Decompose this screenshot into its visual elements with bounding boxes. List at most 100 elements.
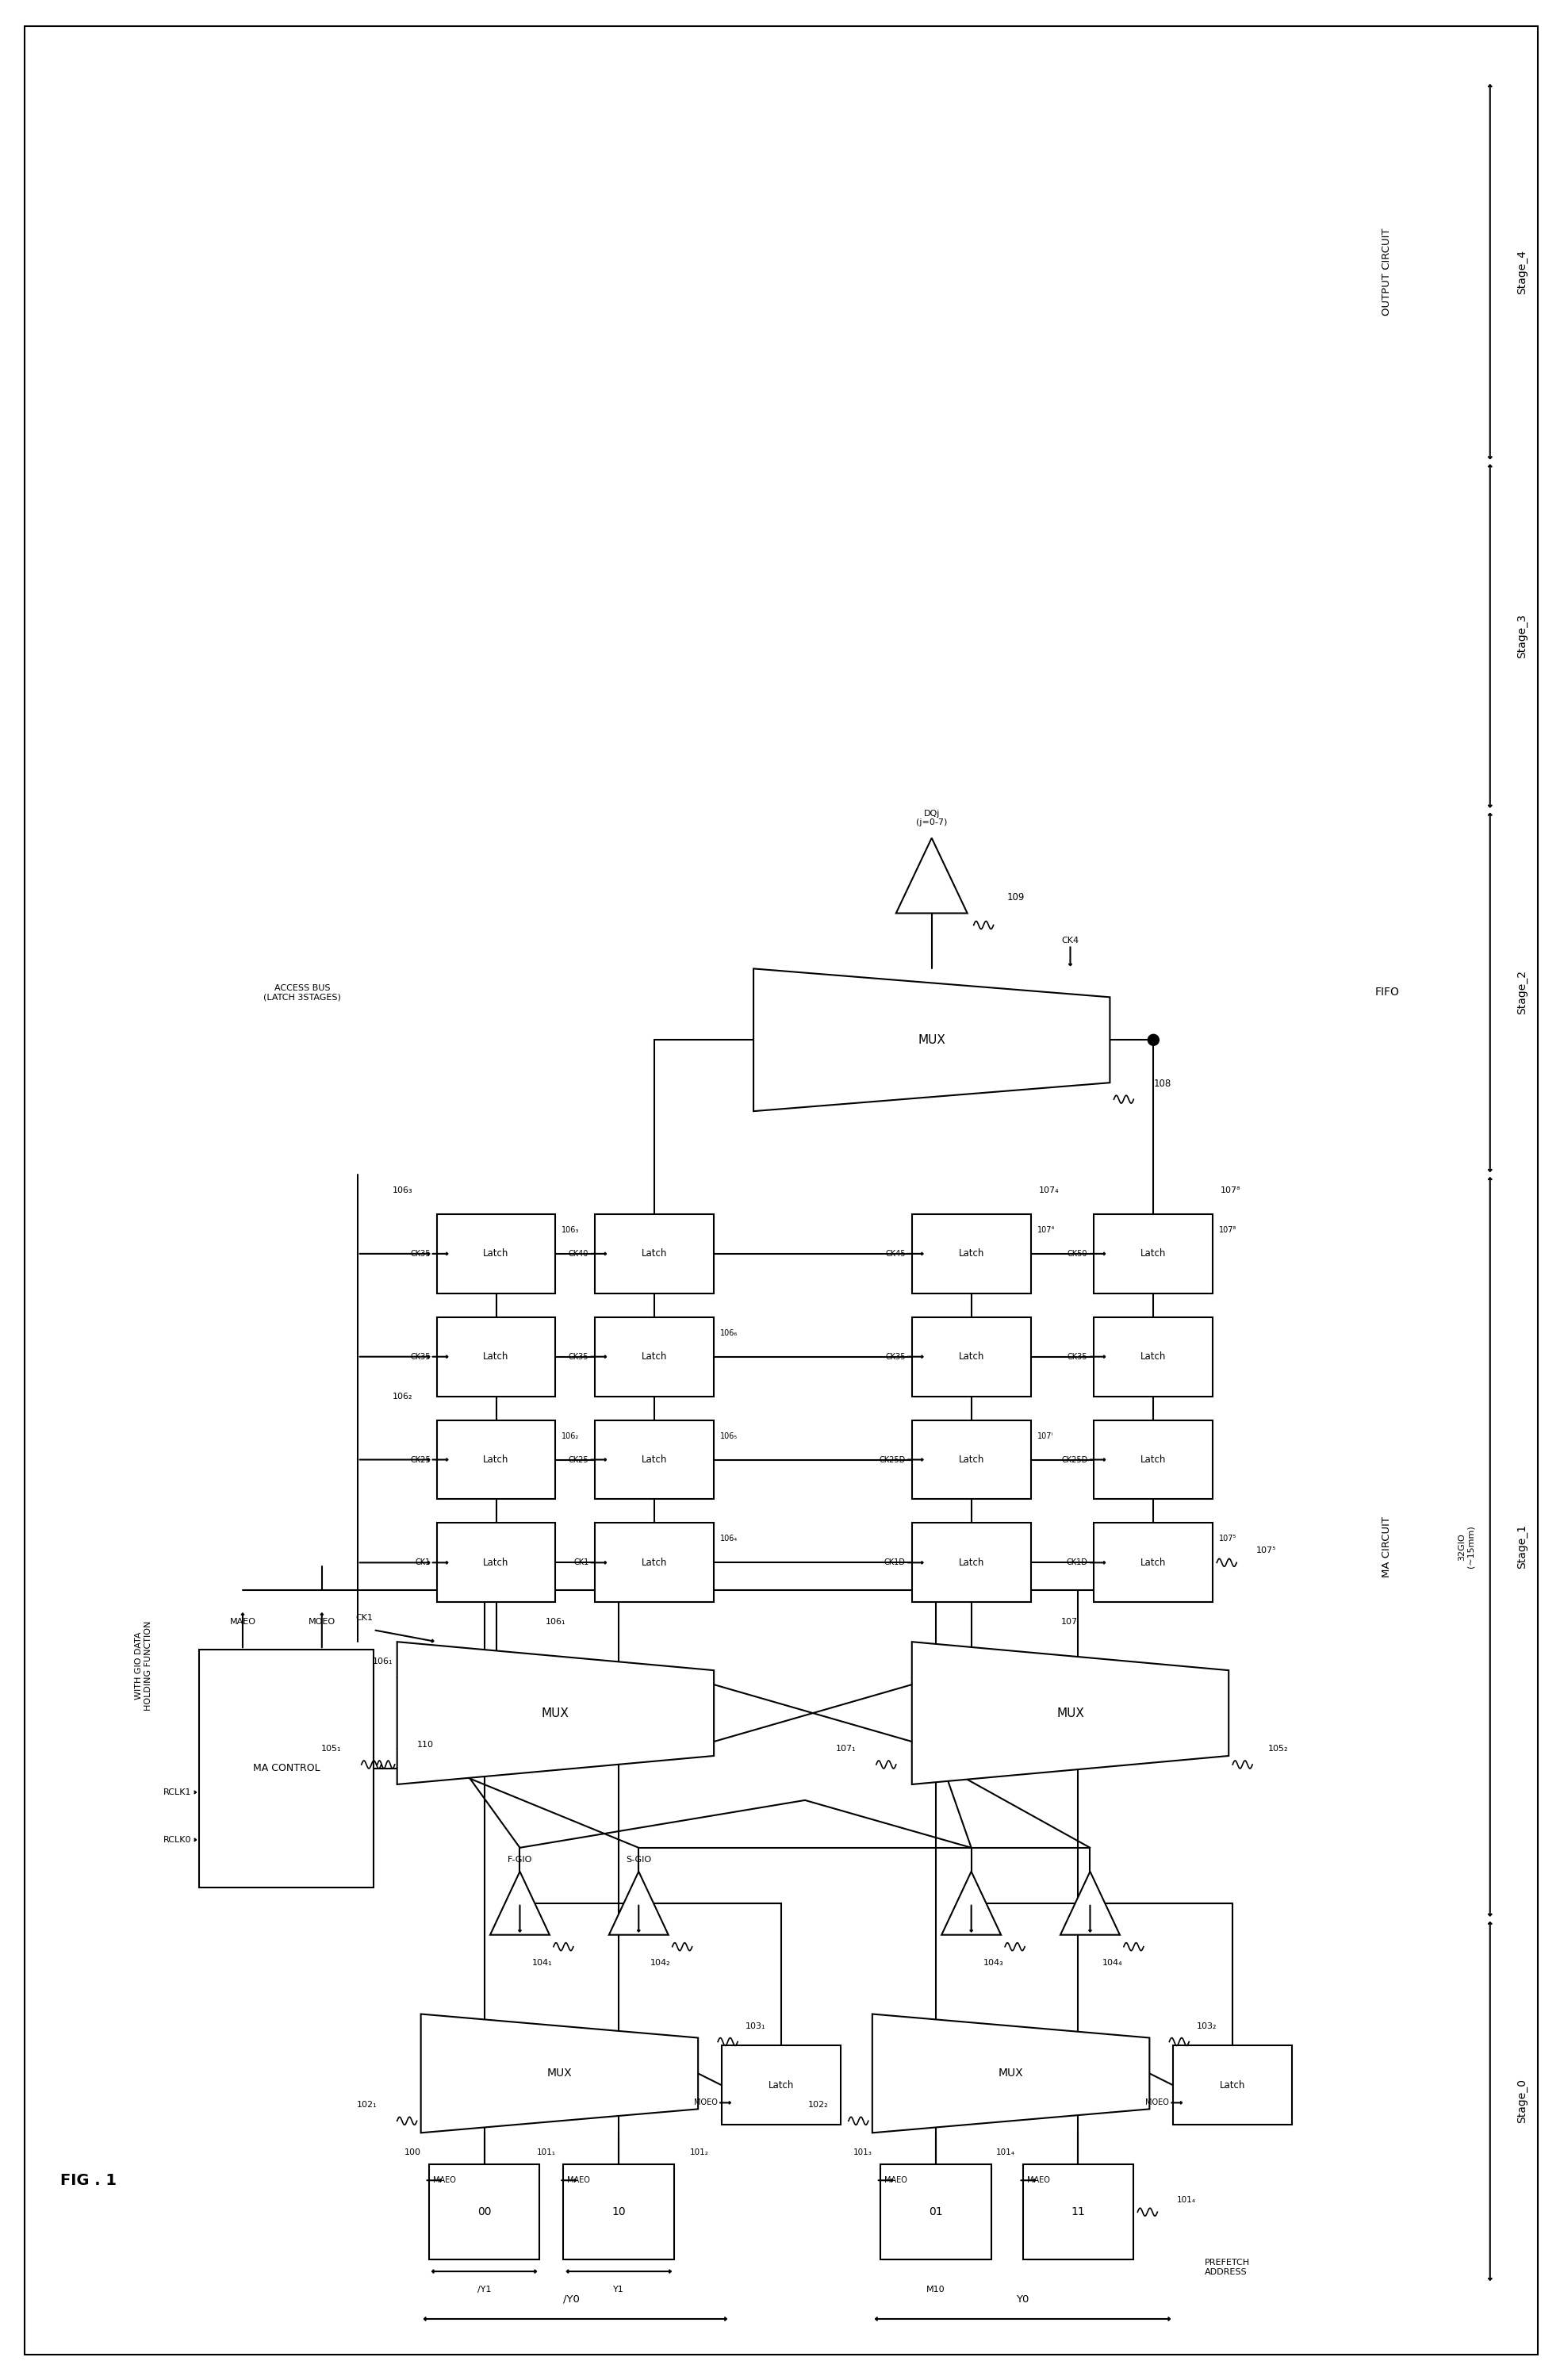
Polygon shape [896, 838, 967, 914]
Polygon shape [754, 969, 1110, 1111]
Text: MAEO: MAEO [433, 2175, 455, 2185]
Text: 107⁴: 107⁴ [1037, 1226, 1054, 1233]
Text: 109: 109 [1007, 892, 1024, 902]
Text: Y0: Y0 [1017, 2294, 1029, 2304]
Text: 106₁: 106₁ [372, 1656, 393, 1666]
Text: MOEO: MOEO [308, 1618, 335, 1626]
Text: MOEO: MOEO [694, 2099, 718, 2106]
Text: RCLK0: RCLK0 [163, 1835, 191, 1844]
Text: CK35: CK35 [410, 1250, 430, 1257]
Text: 108: 108 [1153, 1078, 1171, 1088]
Text: S-GIO: S-GIO [626, 1856, 651, 1864]
Text: CK25: CK25 [410, 1457, 430, 1464]
Text: Latch: Latch [1140, 1557, 1167, 1568]
Text: 101₄: 101₄ [1178, 2197, 1196, 2204]
Bar [436, 1214, 555, 1292]
Bar [912, 1316, 1031, 1397]
Text: 32GIO
(~15mm): 32GIO (~15mm) [1458, 1526, 1475, 1568]
Bar [436, 1523, 555, 1602]
Text: 101₄: 101₄ [996, 2149, 1015, 2156]
Text: Latch: Latch [959, 1250, 984, 1259]
Text: 107ⁱ: 107ⁱ [1060, 1618, 1079, 1626]
Text: ACCESS BUS
(LATCH 3STAGES): ACCESS BUS (LATCH 3STAGES) [263, 983, 341, 1002]
Bar [1173, 2047, 1292, 2125]
Text: 102₂: 102₂ [809, 2102, 829, 2109]
Text: Latch: Latch [483, 1352, 508, 1361]
Bar [723, 2047, 840, 2125]
Text: FIG . 1: FIG . 1 [61, 2173, 117, 2187]
Polygon shape [873, 2013, 1150, 2132]
Text: WITH GIO DATA
HOLDING FUNCTION: WITH GIO DATA HOLDING FUNCTION [135, 1621, 152, 1711]
Bar [594, 1523, 713, 1602]
Text: 106₆: 106₆ [721, 1328, 738, 1338]
Text: Stage_3: Stage_3 [1516, 614, 1528, 659]
Text: Latch: Latch [959, 1557, 984, 1568]
Text: Latch: Latch [641, 1352, 668, 1361]
Text: Stage_4: Stage_4 [1516, 250, 1528, 295]
Text: CK1: CK1 [414, 1559, 430, 1566]
Text: CK4: CK4 [1062, 938, 1079, 945]
Text: DQj
(j=0-7): DQj (j=0-7) [917, 809, 948, 826]
Text: CK1: CK1 [574, 1559, 588, 1566]
Bar [1095, 1421, 1212, 1499]
Bar [594, 1214, 713, 1292]
Bar [912, 1214, 1031, 1292]
Text: MUX: MUX [541, 1706, 569, 1718]
Bar [594, 1316, 713, 1397]
Text: Y1: Y1 [613, 2285, 624, 2294]
Text: MAEO: MAEO [568, 2175, 590, 2185]
Bar [594, 1421, 713, 1499]
Text: Latch: Latch [959, 1352, 984, 1361]
Text: 107ⁱ: 107ⁱ [1037, 1433, 1053, 1440]
Bar [1023, 2163, 1134, 2259]
Text: Latch: Latch [1140, 1352, 1167, 1361]
Text: 01: 01 [929, 2206, 943, 2218]
Text: PREFETCH
ADDRESS: PREFETCH ADDRESS [1204, 2259, 1250, 2275]
Text: 105₁: 105₁ [322, 1745, 341, 1752]
Text: CK1: CK1 [357, 1614, 374, 1623]
Text: MUX: MUX [1056, 1706, 1084, 1718]
Text: MAEO: MAEO [1026, 2175, 1049, 2185]
Text: Latch: Latch [1140, 1454, 1167, 1464]
Text: 104₄: 104₄ [1103, 1959, 1123, 1966]
Bar [1095, 1523, 1212, 1602]
Text: MA CONTROL: MA CONTROL [253, 1764, 319, 1773]
Text: CK45: CK45 [885, 1250, 906, 1257]
Text: 104₃: 104₃ [984, 1959, 1004, 1966]
Text: 107₁: 107₁ [837, 1745, 857, 1752]
Polygon shape [608, 1871, 668, 1935]
Text: CK1D: CK1D [884, 1559, 906, 1566]
Text: 107⁵: 107⁵ [1220, 1535, 1237, 1542]
Text: /Y0: /Y0 [563, 2294, 580, 2304]
Polygon shape [421, 2013, 698, 2132]
Text: Latch: Latch [768, 2080, 795, 2090]
Text: Latch: Latch [641, 1454, 668, 1464]
Text: 100: 100 [404, 2149, 421, 2156]
Text: 106₁: 106₁ [546, 1618, 566, 1626]
Text: 110: 110 [418, 1740, 433, 1749]
Text: CK35: CK35 [569, 1352, 588, 1361]
Text: 107₄: 107₄ [1038, 1188, 1059, 1195]
Text: RCLK1: RCLK1 [163, 1787, 191, 1797]
Text: CK1D: CK1D [1067, 1559, 1087, 1566]
Bar [199, 1649, 374, 1887]
Polygon shape [1060, 1871, 1120, 1935]
Text: F-GIO: F-GIO [507, 1856, 532, 1864]
Text: Latch: Latch [483, 1557, 508, 1568]
Text: Latch: Latch [641, 1557, 668, 1568]
Bar [429, 2163, 540, 2259]
Text: 107⁸: 107⁸ [1221, 1188, 1240, 1195]
Text: 105₂: 105₂ [1268, 1745, 1289, 1752]
Bar [912, 1421, 1031, 1499]
Text: Latch: Latch [1220, 2080, 1245, 2090]
Bar [436, 1421, 555, 1499]
Text: Latch: Latch [483, 1250, 508, 1259]
Text: 107⁸: 107⁸ [1220, 1226, 1237, 1233]
Text: 102₁: 102₁ [357, 2102, 377, 2109]
Text: MAEO: MAEO [884, 2175, 907, 2185]
Text: 101₂: 101₂ [690, 2149, 708, 2156]
Text: 106₃: 106₃ [393, 1188, 413, 1195]
Bar [563, 2163, 674, 2259]
Polygon shape [912, 1642, 1229, 1785]
Text: Stage_2: Stage_2 [1516, 971, 1528, 1014]
